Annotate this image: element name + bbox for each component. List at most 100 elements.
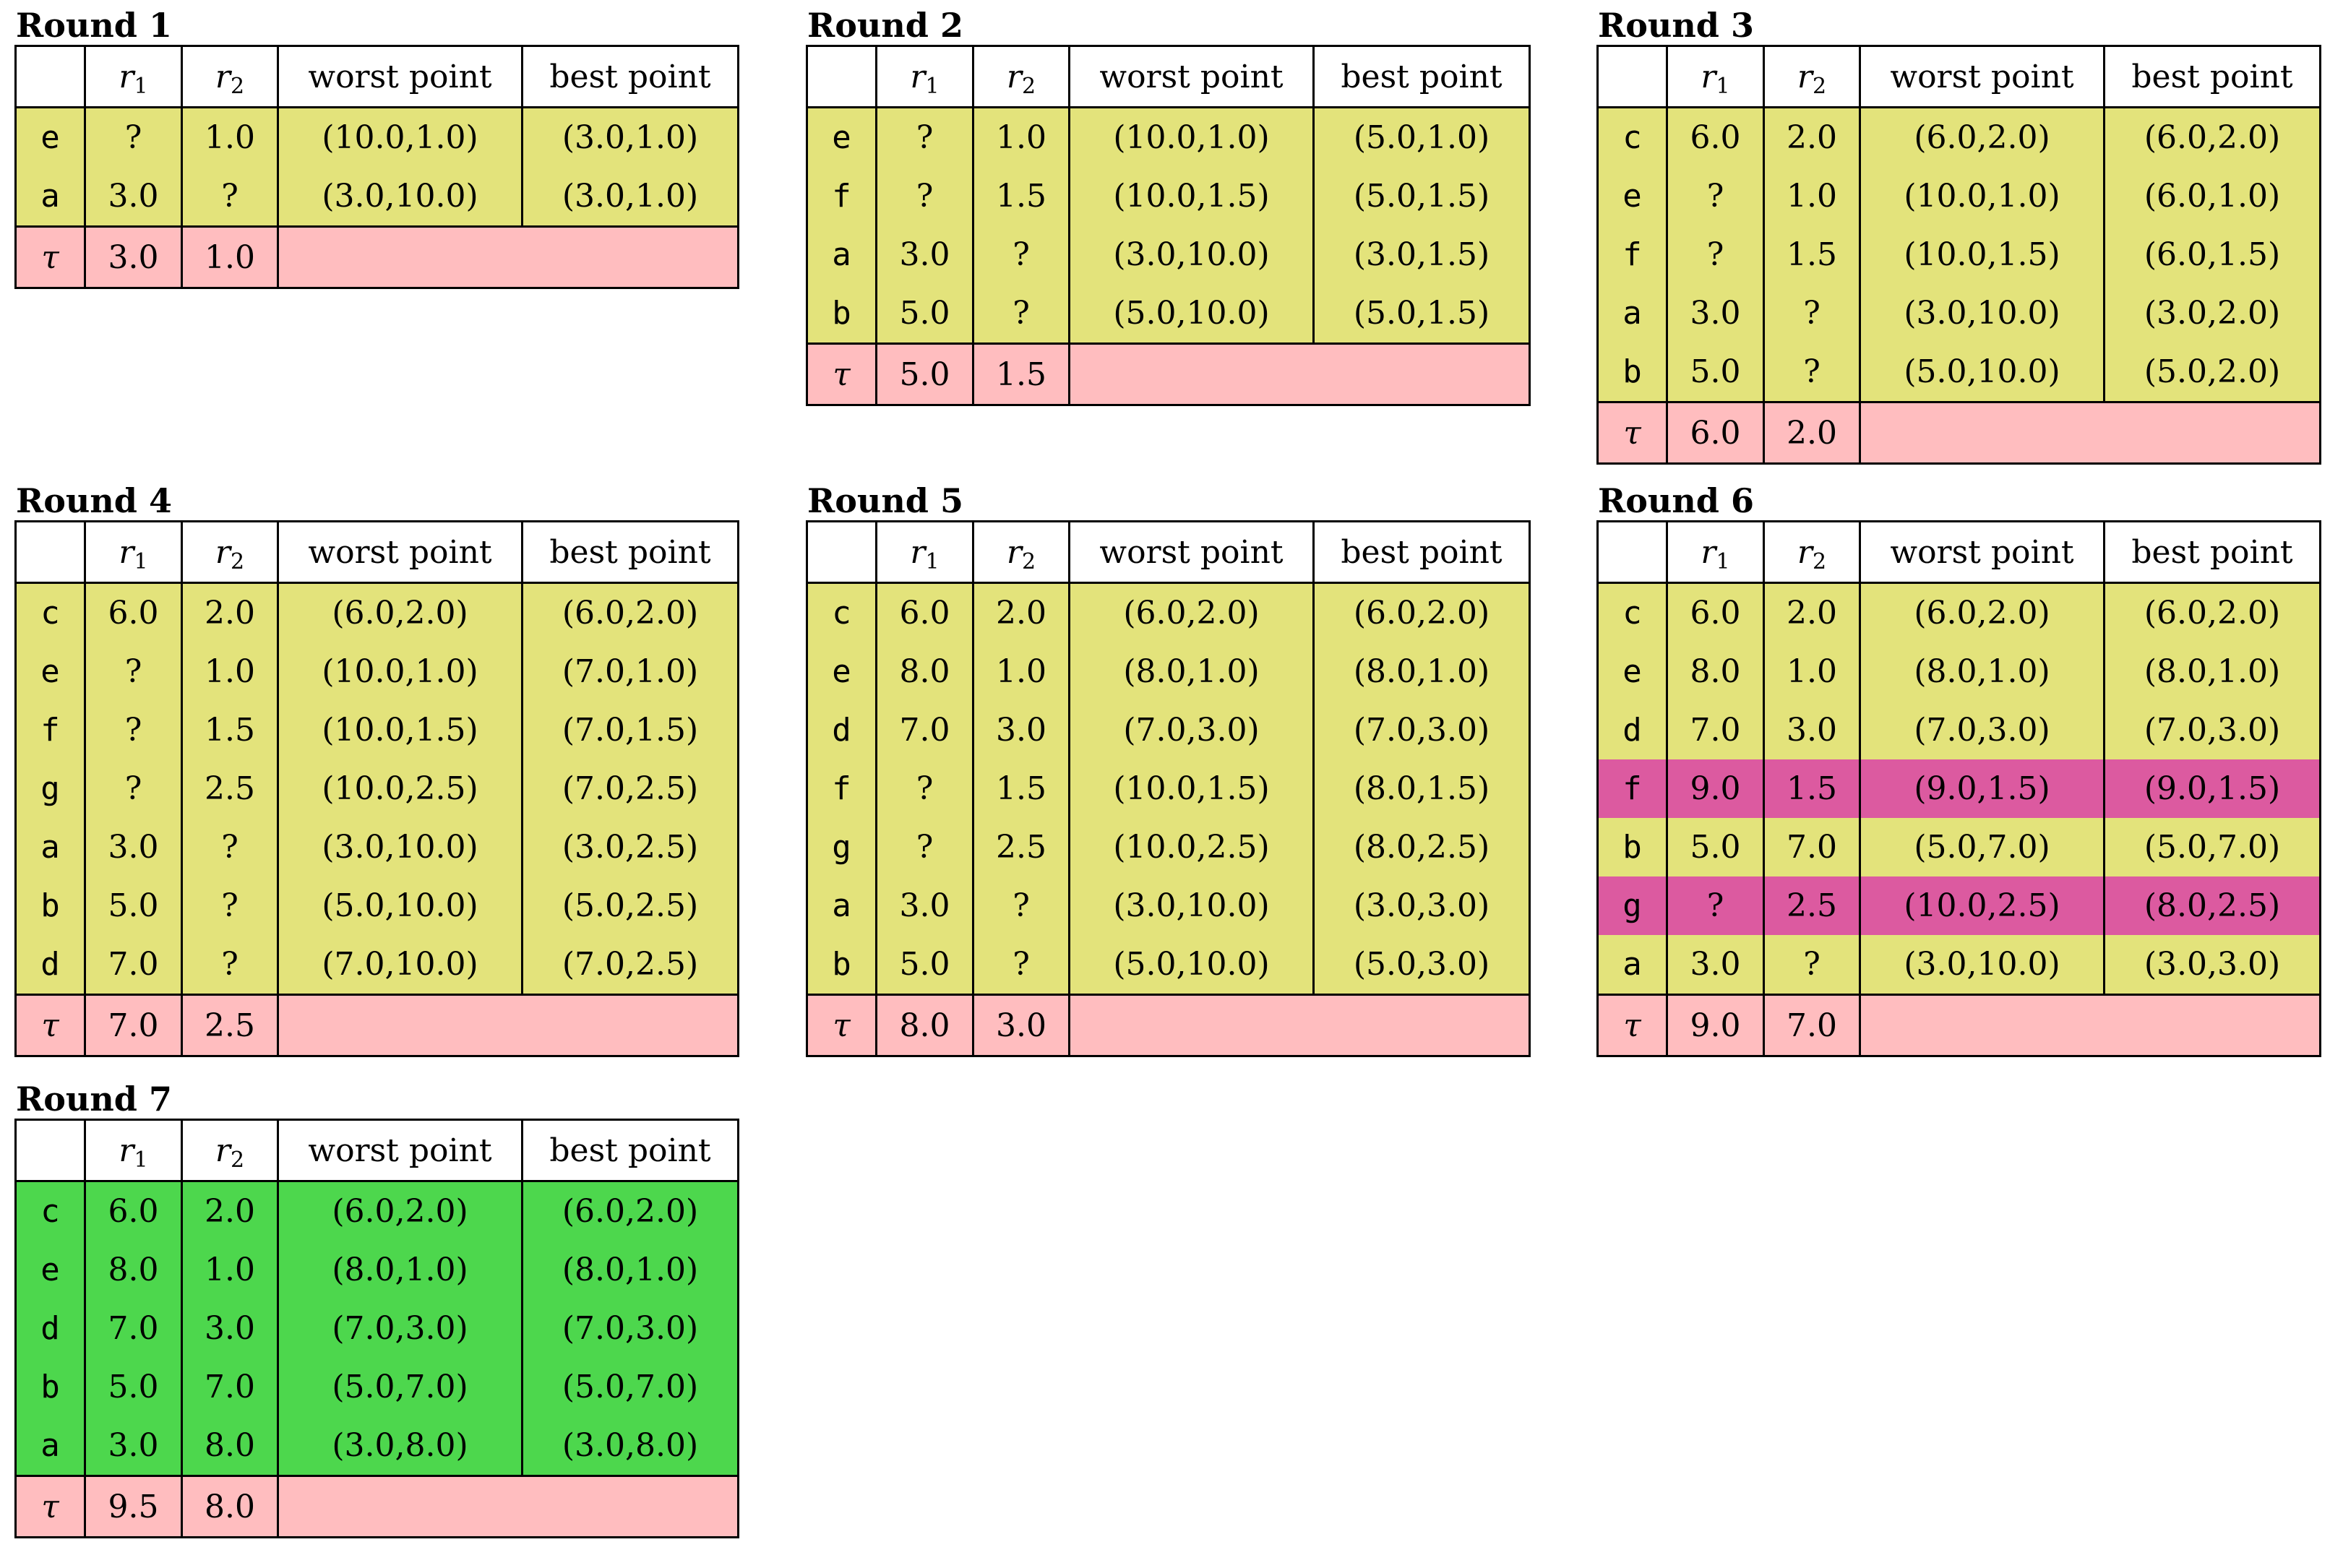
r1-value: ? — [875, 759, 974, 818]
table-row: c 6.0 2.0 (6.0,2.0) (6.0,2.0) — [14, 1180, 739, 1241]
worst-point-value: (10.0,1.0) — [277, 106, 523, 167]
worst-point-value: (10.0,1.0) — [277, 642, 523, 701]
header-r1-symbol: r — [1701, 58, 1716, 95]
r1-value: ? — [84, 759, 183, 818]
worst-point-value: (8.0,1.0) — [1068, 642, 1315, 701]
tau-r2-value: 2.0 — [1763, 401, 1861, 465]
round-panel: Round 6 r1 r2 worst point best point c 6.0 2.0(… — [1596, 484, 2321, 1057]
best-point-value: (5.0,2.5) — [521, 876, 739, 935]
r1-value: ? — [1666, 225, 1765, 284]
round-table: r1 r2 worst point best point c 6.0 2.0 (6.0,2.0… — [806, 520, 1531, 1057]
best-point-value: (8.0,1.5) — [1312, 759, 1531, 818]
table-row: b 5.0? (5.0,10.0) (5.0,3.0) — [806, 935, 1531, 995]
table-row: b 5.0? (5.0,10.0) (5.0,2.0) — [1596, 343, 2321, 402]
worst-point-value: (6.0,2.0) — [1068, 582, 1315, 642]
worst-point-value: (6.0,2.0) — [277, 1180, 523, 1241]
table-row: g? 2.5 (10.0,2.5) (8.0,2.5) — [806, 818, 1531, 876]
tau-row: τ 3.0 1.0 — [14, 225, 739, 289]
round-table: r1 r2 worst point best point c 6.0 2.0 (6.0,2.0… — [1596, 520, 2321, 1057]
r1-value: 6.0 — [875, 582, 974, 642]
header-r1: r1 — [1666, 45, 1765, 108]
tau-label: τ — [14, 994, 86, 1057]
r1-value: 5.0 — [875, 284, 974, 344]
header-row: r1 r2 worst point best point — [1596, 45, 2321, 108]
r1-value: 5.0 — [875, 935, 974, 995]
tau-row: τ 8.0 3.0 — [806, 994, 1531, 1057]
r1-value: 3.0 — [875, 876, 974, 935]
worst-point-value: (10.0,2.5) — [1859, 876, 2105, 935]
header-r1-symbol: r — [119, 58, 134, 95]
best-point-value: (3.0,1.5) — [1312, 225, 1531, 284]
header-r2-subscript: 2 — [230, 548, 245, 574]
r2-value: 3.0 — [1763, 701, 1861, 759]
r2-value: ? — [972, 876, 1070, 935]
table-row: e 8.0 1.0 (8.0,1.0) (8.0,1.0) — [14, 1241, 739, 1299]
r1-value: 5.0 — [1666, 818, 1765, 876]
r2-value: ? — [181, 818, 279, 876]
r2-value: 1.0 — [1763, 642, 1861, 701]
worst-point-value: (3.0,10.0) — [277, 167, 523, 227]
r1-value: ? — [1666, 876, 1765, 935]
round-table: r1 r2 worst point best point c 6.0 2.0 (6.0,2.0… — [14, 1119, 739, 1538]
r2-value: 1.0 — [181, 106, 279, 167]
r2-value: ? — [1763, 343, 1861, 402]
worst-point-value: (10.0,1.5) — [277, 701, 523, 759]
best-point-value: (8.0,1.0) — [1312, 642, 1531, 701]
r2-value: 1.0 — [972, 106, 1070, 167]
best-point-value: (6.0,2.0) — [2103, 106, 2321, 167]
header-r2-symbol: r — [215, 533, 231, 571]
table-row: a 3.0? (3.0,10.0) (3.0,1.0) — [14, 167, 739, 227]
table-row: c 6.0 2.0 (6.0,2.0) (6.0,2.0) — [1596, 582, 2321, 642]
best-point-value: (3.0,8.0) — [521, 1416, 739, 1476]
header-r2-symbol: r — [1006, 58, 1022, 95]
worst-point-value: (7.0,10.0) — [277, 935, 523, 995]
header-r2-subscript: 2 — [1812, 73, 1827, 99]
header-r2-subscript: 2 — [1021, 548, 1036, 574]
worst-point-value: (3.0,8.0) — [277, 1416, 523, 1476]
object-id: e — [806, 642, 877, 701]
r2-value: 1.5 — [972, 759, 1070, 818]
tau-r2-value: 1.5 — [972, 343, 1070, 406]
object-id: a — [14, 818, 86, 876]
r2-value: 2.5 — [1763, 876, 1861, 935]
header-worst-point: worst point — [277, 1119, 523, 1182]
object-id: b — [806, 935, 877, 995]
header-r2-symbol: r — [1797, 533, 1813, 571]
header-r2: r2 — [972, 45, 1070, 108]
round-title: Round 2 — [807, 6, 963, 45]
table-row: a 3.0? (3.0,10.0) (3.0,3.0) — [806, 876, 1531, 935]
r2-value: 1.5 — [181, 701, 279, 759]
table-row: b 5.0 7.0 (5.0,7.0) (5.0,7.0) — [14, 1358, 739, 1416]
worst-point-value: (8.0,1.0) — [1859, 642, 2105, 701]
header-r1-symbol: r — [119, 1132, 134, 1169]
r2-value: 1.0 — [1763, 167, 1861, 225]
best-point-value: (3.0,3.0) — [1312, 876, 1531, 935]
object-id: a — [1596, 935, 1668, 995]
tau-empty-cell — [1068, 994, 1531, 1057]
header-r2: r2 — [181, 45, 279, 108]
r2-value: ? — [181, 935, 279, 995]
best-point-value: (9.0,1.5) — [2103, 759, 2321, 818]
round-title: Round 6 — [1598, 481, 1754, 520]
r1-value: 7.0 — [1666, 701, 1765, 759]
tau-r2-value: 8.0 — [181, 1475, 279, 1538]
object-id: f — [1596, 759, 1668, 818]
object-id: c — [14, 1180, 86, 1241]
header-worst-point: worst point — [1068, 45, 1315, 108]
r1-value: 8.0 — [875, 642, 974, 701]
object-id: e — [806, 106, 877, 167]
r1-value: ? — [875, 167, 974, 225]
table-row: a 3.0? (3.0,10.0) (3.0,1.5) — [806, 225, 1531, 284]
header-id — [806, 45, 877, 108]
table-row: e 8.0 1.0 (8.0,1.0) (8.0,1.0) — [806, 642, 1531, 701]
object-id: e — [1596, 167, 1668, 225]
header-row: r1 r2 worst point best point — [1596, 520, 2321, 584]
r2-value: 2.0 — [181, 1180, 279, 1241]
round-panel: Round 5 r1 r2 worst point best point c 6.0 2.0(… — [806, 484, 1531, 1057]
r2-value: 2.5 — [181, 759, 279, 818]
header-r2-subscript: 2 — [230, 73, 245, 99]
worst-point-value: (5.0,10.0) — [1859, 343, 2105, 402]
object-id: g — [1596, 876, 1668, 935]
best-point-value: (3.0,2.5) — [521, 818, 739, 876]
round-panel: Round 3 r1 r2 worst point best point c 6.0 2.0(… — [1596, 9, 2321, 465]
